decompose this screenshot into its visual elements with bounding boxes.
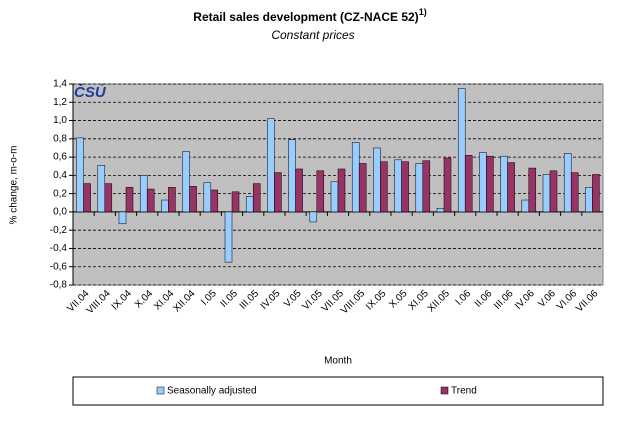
- x-tick-label: II.05: [218, 288, 240, 310]
- bar: [422, 160, 431, 213]
- bar: [125, 186, 134, 213]
- bar: [351, 142, 360, 213]
- x-tick-label: I.06: [454, 288, 474, 308]
- x-tick-label: V.05: [282, 288, 304, 310]
- bar: [394, 159, 402, 213]
- chart-subtitle: Constant prices: [271, 28, 354, 42]
- x-tick-label: IV.05: [259, 288, 283, 312]
- legend-label: Trend: [451, 386, 477, 397]
- y-tick-label: 0,8: [53, 133, 67, 144]
- x-tick-label: VIII.05: [339, 288, 368, 317]
- bar: [570, 172, 579, 213]
- x-tick-label: X.04: [133, 288, 156, 311]
- bar: [252, 183, 261, 213]
- bar: [309, 211, 318, 223]
- bar: [288, 139, 296, 213]
- bar: [486, 155, 494, 213]
- bar: [245, 196, 254, 213]
- bar: [436, 208, 445, 213]
- bar: [146, 188, 155, 213]
- x-tick-label: IX.04: [110, 288, 135, 313]
- bar: [210, 189, 219, 213]
- y-tick-label: -0,6: [50, 261, 68, 272]
- y-tick-label: 1,4: [53, 79, 67, 90]
- x-tick-label: VIII.04: [85, 288, 114, 317]
- chart-title: Retail sales development (CZ-NACE 52)1): [193, 7, 426, 24]
- bar: [76, 137, 84, 213]
- x-axis-label: Month: [324, 356, 352, 367]
- bar: [464, 155, 473, 213]
- bar: [203, 182, 212, 213]
- y-tick-label: -0,2: [50, 225, 68, 236]
- bar: [231, 191, 240, 213]
- bar: [380, 161, 388, 213]
- y-tick-label: 0,2: [53, 188, 67, 199]
- x-tick-label: XII.04: [171, 288, 198, 315]
- bar: [542, 174, 551, 213]
- bar: [549, 170, 558, 213]
- title-superscript: 1): [419, 7, 427, 17]
- x-tick-label: VII.06: [574, 288, 601, 315]
- bar: [592, 174, 600, 213]
- bar: [267, 118, 275, 213]
- x-tick-label: X.05: [387, 288, 410, 311]
- bar: [401, 161, 409, 213]
- bar: [295, 168, 303, 213]
- bar: [415, 163, 424, 213]
- bar: [189, 186, 197, 213]
- bar: [168, 186, 176, 213]
- y-tick-label: -0,8: [50, 280, 68, 291]
- x-tick-label: IV.06: [513, 288, 537, 312]
- y-tick-label: 0,4: [53, 170, 67, 181]
- bar: [507, 162, 515, 213]
- y-tick-label: 0,6: [53, 152, 67, 163]
- bar: [358, 163, 367, 213]
- bar: [316, 170, 325, 213]
- legend-swatch: [440, 386, 449, 395]
- y-tick-label: 1,0: [53, 115, 67, 126]
- bar: [500, 155, 508, 213]
- bar: [457, 88, 466, 213]
- bar: [443, 157, 452, 213]
- legend-swatch: [156, 386, 165, 395]
- x-tick-label: IX.05: [364, 288, 389, 313]
- x-tick-label: I.05: [199, 288, 219, 308]
- logo: ČSÚ: [74, 83, 107, 101]
- bar: [337, 168, 346, 213]
- x-tick-label: III.06: [492, 288, 516, 312]
- y-axis-label: % change, m-o-m: [9, 146, 20, 225]
- legend: [72, 376, 604, 406]
- bar: [139, 175, 148, 213]
- bar: [373, 147, 381, 213]
- x-tick-label: III.05: [238, 288, 262, 312]
- bar: [521, 199, 530, 213]
- y-tick-label: 0,0: [53, 207, 67, 218]
- y-tick-label: -0,4: [50, 243, 68, 254]
- bar: [83, 183, 91, 213]
- x-tick-label: XII.05: [426, 288, 453, 315]
- bar: [118, 211, 127, 225]
- legend-label: Seasonally adjusted: [167, 386, 257, 397]
- bar: [330, 181, 339, 213]
- bar: [161, 199, 169, 213]
- bar: [479, 152, 487, 213]
- bar: [528, 167, 537, 213]
- bar: [274, 172, 282, 213]
- title-text: Retail sales development (CZ-NACE 52): [193, 10, 418, 24]
- x-tick-label: V.06: [536, 288, 558, 310]
- bar: [182, 151, 190, 213]
- bar: [563, 153, 572, 213]
- y-tick-label: 1,2: [53, 97, 67, 108]
- x-tick-label: II.06: [473, 288, 495, 310]
- bar: [104, 183, 113, 213]
- bar: [585, 186, 593, 213]
- bar: [97, 165, 106, 213]
- bar: [224, 211, 233, 263]
